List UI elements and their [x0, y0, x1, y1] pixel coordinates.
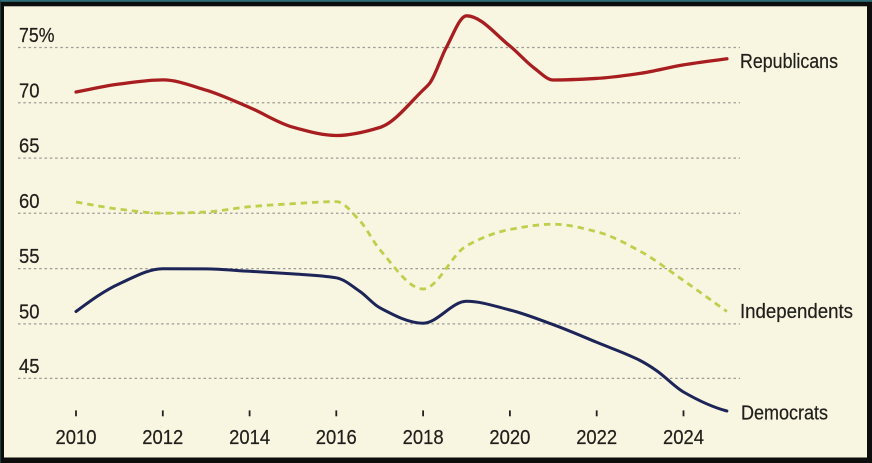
svg-text:70: 70 — [19, 80, 40, 102]
svg-text:2012: 2012 — [142, 427, 183, 449]
svg-text:2024: 2024 — [663, 427, 704, 449]
svg-text:Republicans: Republicans — [740, 51, 838, 73]
svg-text:2020: 2020 — [489, 427, 530, 449]
svg-text:2016: 2016 — [316, 427, 357, 449]
svg-text:Independents: Independents — [740, 301, 853, 323]
svg-text:45: 45 — [19, 356, 40, 378]
svg-text:75%: 75% — [19, 25, 55, 47]
svg-text:2018: 2018 — [403, 427, 444, 449]
svg-text:65: 65 — [19, 136, 40, 158]
svg-text:55: 55 — [19, 246, 40, 268]
svg-text:2022: 2022 — [576, 427, 617, 449]
svg-text:2014: 2014 — [229, 427, 270, 449]
svg-text:2010: 2010 — [56, 427, 97, 449]
svg-text:50: 50 — [19, 301, 40, 323]
svg-text:60: 60 — [19, 191, 40, 213]
svg-text:Democrats: Democrats — [741, 403, 828, 425]
